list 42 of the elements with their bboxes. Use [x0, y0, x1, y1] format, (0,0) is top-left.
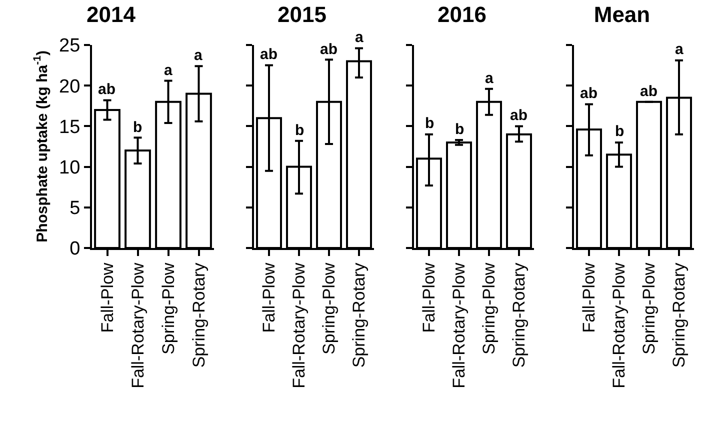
- annotation: a: [355, 29, 364, 46]
- x-tick-label: Fall-Rotary-Plow: [610, 262, 629, 388]
- x-tick-label: Spring-Rotary: [670, 262, 689, 368]
- annotation: ab: [510, 107, 528, 124]
- x-tick-label: Spring-Plow: [158, 262, 178, 354]
- x-tick-label: Spring-Plow: [320, 262, 339, 354]
- x-tick-label: Spring-Rotary: [350, 262, 369, 368]
- x-tick-label: Fall-Rotary-Plow: [128, 262, 148, 388]
- annotation: b: [133, 119, 142, 136]
- y-tick-label: 20: [59, 76, 80, 98]
- x-tick-label: Spring-Rotary: [189, 262, 208, 368]
- y-tick-label: 25: [59, 36, 80, 57]
- annotation: a: [485, 70, 494, 87]
- x-tick-label: Fall-Plow: [580, 262, 599, 333]
- annotation: b: [425, 115, 434, 132]
- y-tick-label: 10: [59, 157, 80, 178]
- x-tick-label: Fall-Rotary-Plow: [290, 262, 309, 388]
- annotation: a: [194, 47, 203, 64]
- chart-title: Mean: [594, 2, 650, 27]
- annotation: a: [164, 62, 173, 79]
- x-tick-label: Spring-Plow: [480, 262, 499, 354]
- y-tick-label: 0: [70, 238, 80, 260]
- annotation: b: [295, 122, 304, 139]
- chart-title: 2016: [438, 2, 486, 27]
- x-tick-label: Spring-Plow: [640, 262, 659, 354]
- x-tick-label: Spring-Rotary: [510, 262, 529, 368]
- x-tick-label: Fall-Plow: [420, 262, 439, 333]
- chart-title: 2014: [86, 2, 136, 27]
- annotation: ab: [320, 41, 338, 58]
- x-tick-label: Fall-Plow: [98, 262, 117, 333]
- annotation: a: [675, 41, 684, 58]
- x-tick-label: Fall-Rotary-Plow: [450, 262, 469, 388]
- chart-title: 2015: [278, 2, 326, 27]
- y-tick-label: 15: [59, 116, 80, 138]
- annotation: ab: [580, 85, 598, 102]
- annotation: ab: [98, 81, 116, 98]
- annotation: ab: [260, 46, 278, 63]
- annotation: b: [615, 123, 624, 140]
- annotation: ab: [640, 83, 658, 100]
- y-tick-label: 5: [70, 198, 80, 220]
- annotation: b: [455, 121, 464, 138]
- x-tick-label: Fall-Plow: [260, 262, 279, 333]
